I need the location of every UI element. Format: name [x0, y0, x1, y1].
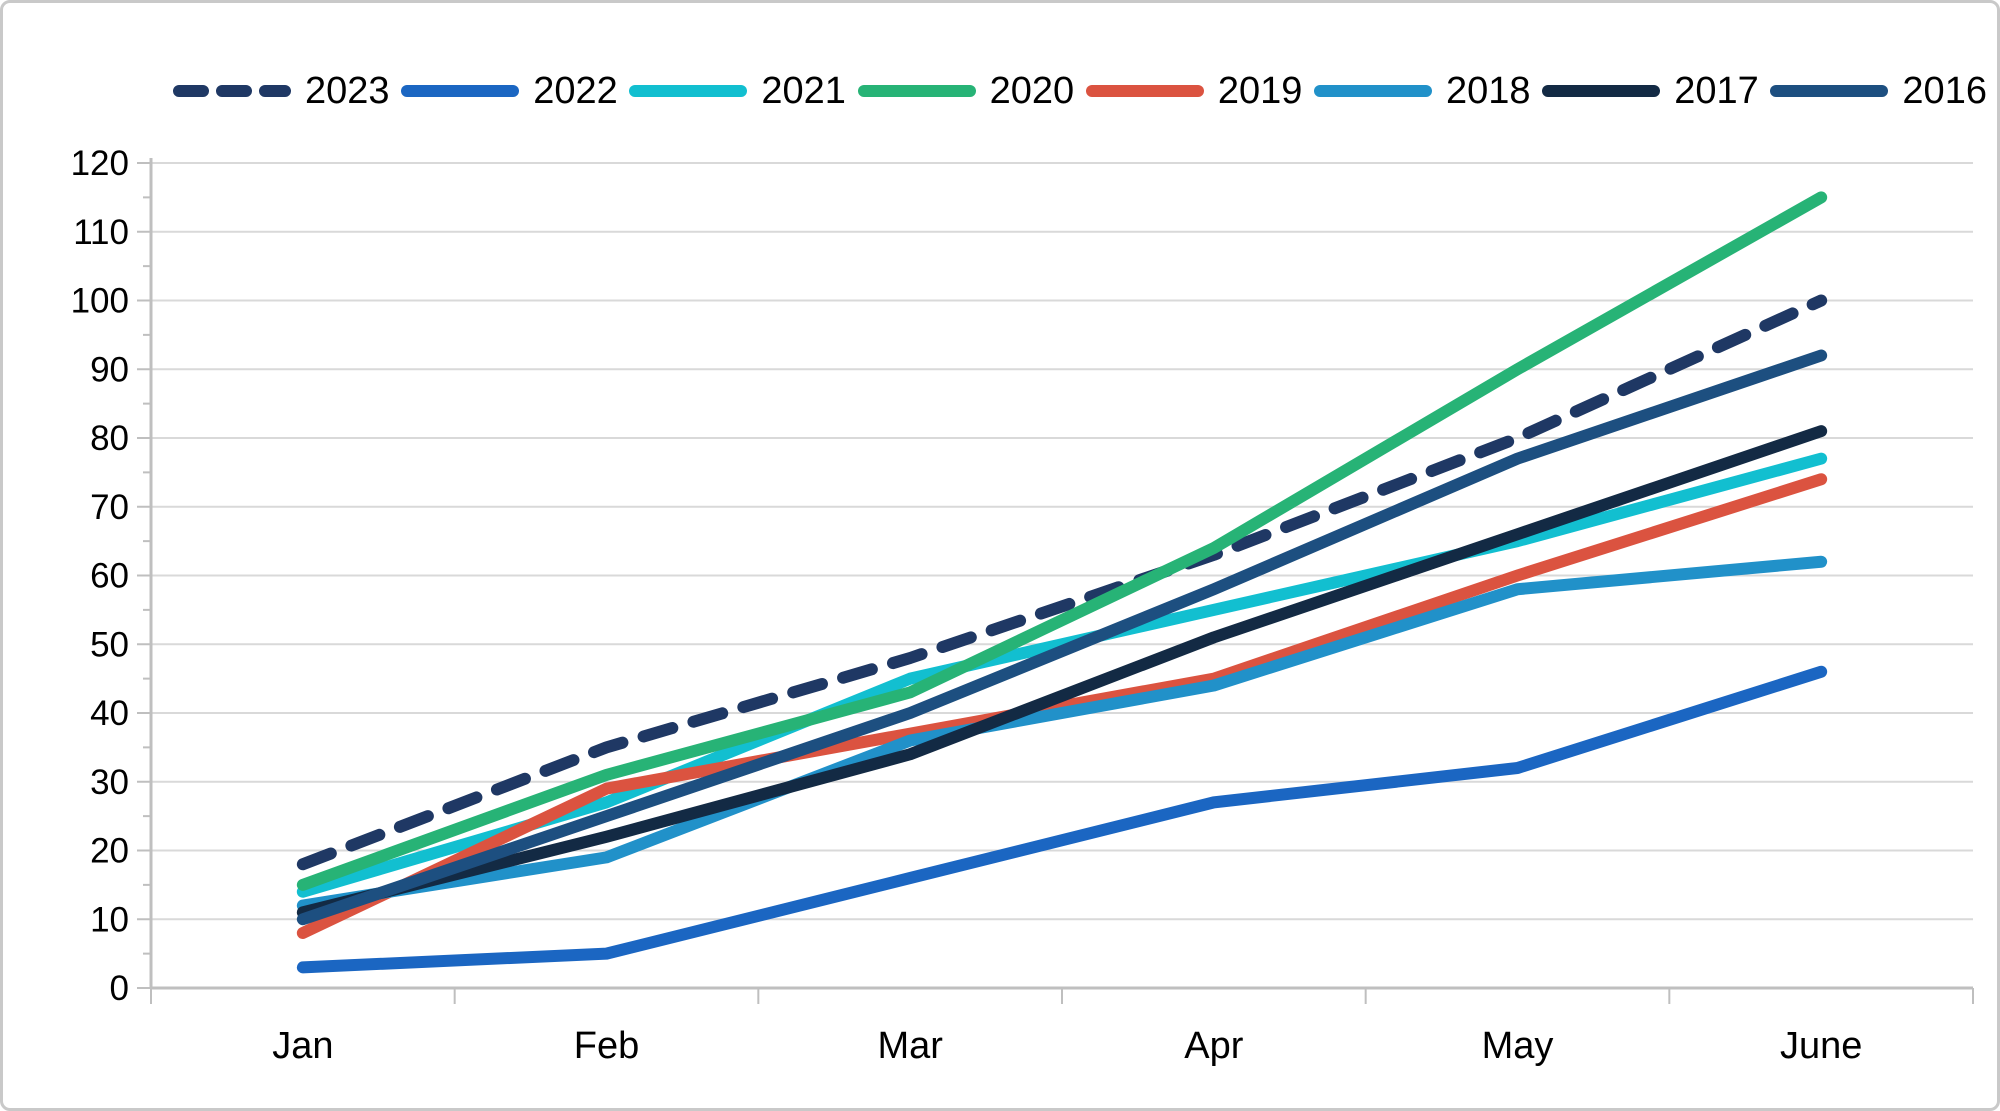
y-axis-label: 0 [110, 969, 129, 1008]
legend-label: 2019 [1217, 70, 1303, 112]
legend-swatch-2017 [1542, 85, 1661, 97]
legend-item-2017: 2017 [1540, 72, 1759, 110]
legend-label: 2022 [533, 70, 618, 112]
y-axis-label: 60 [90, 557, 129, 596]
series-line-2019 [296, 473, 1828, 939]
legend-label: 2023 [305, 70, 390, 112]
y-axis-label: 20 [90, 832, 129, 871]
x-axis-label-Mar: Mar [877, 1025, 943, 1067]
y-axis-label: 120 [71, 144, 129, 183]
legend-label: 2021 [761, 70, 846, 112]
x-axis-label-Jan: Jan [272, 1025, 333, 1067]
legend-item-2023: 2023 [171, 72, 390, 110]
legend-swatch-2023 [173, 85, 291, 97]
y-axis-label: 90 [90, 350, 129, 389]
y-axis-label: 30 [90, 763, 129, 802]
y-axis-label: 80 [90, 419, 129, 458]
y-axis-label: 100 [71, 282, 129, 321]
legend: 2023 2022 2021 2020 2019 2018 2017 2016 [171, 63, 1987, 119]
plot-area: 0 10 20 30 40 50 60 70 80 90 100 110 120 Jan Feb Mar Apr… [71, 144, 1974, 1067]
legend-swatch-2022 [401, 85, 520, 97]
series-line-2023 [296, 294, 1828, 871]
y-axis-label: 40 [90, 694, 129, 733]
legend-label: 2018 [1446, 70, 1531, 112]
series-line-2016 [296, 349, 1828, 926]
legend-label: 2016 [1902, 70, 1987, 112]
series-line-2020 [296, 191, 1828, 891]
series-line-2022 [296, 665, 1828, 974]
y-axis-label: 50 [90, 625, 129, 664]
legend-swatch-2016 [1770, 85, 1889, 97]
legend-label: 2020 [989, 70, 1075, 112]
legend-swatch-2018 [1314, 85, 1433, 97]
x-axis-label-Feb: Feb [574, 1025, 639, 1067]
legend-swatch-2020 [857, 85, 976, 97]
legend-item-2020: 2020 [856, 70, 1075, 112]
y-axis-label: 70 [90, 488, 129, 527]
y-axis-label: 110 [73, 213, 129, 252]
x-axis-label-June: June [1780, 1025, 1862, 1067]
legend-item-2018: 2018 [1312, 72, 1531, 110]
series-line-2017 [296, 425, 1828, 919]
legend-swatch-2019 [1085, 85, 1204, 97]
legend-label: 2017 [1674, 70, 1759, 112]
y-axis-label: 10 [90, 900, 129, 939]
series-line-2018 [296, 555, 1828, 912]
legend-item-2021: 2021 [627, 72, 846, 110]
legend-item-2019: 2019 [1084, 70, 1303, 112]
x-axis-label-May: May [1482, 1025, 1554, 1067]
legend-item-2016: 2016 [1768, 72, 1987, 110]
legend-item-2022: 2022 [399, 72, 618, 110]
legend-swatch-2021 [629, 85, 748, 97]
x-axis-label-Apr: Apr [1184, 1025, 1243, 1067]
